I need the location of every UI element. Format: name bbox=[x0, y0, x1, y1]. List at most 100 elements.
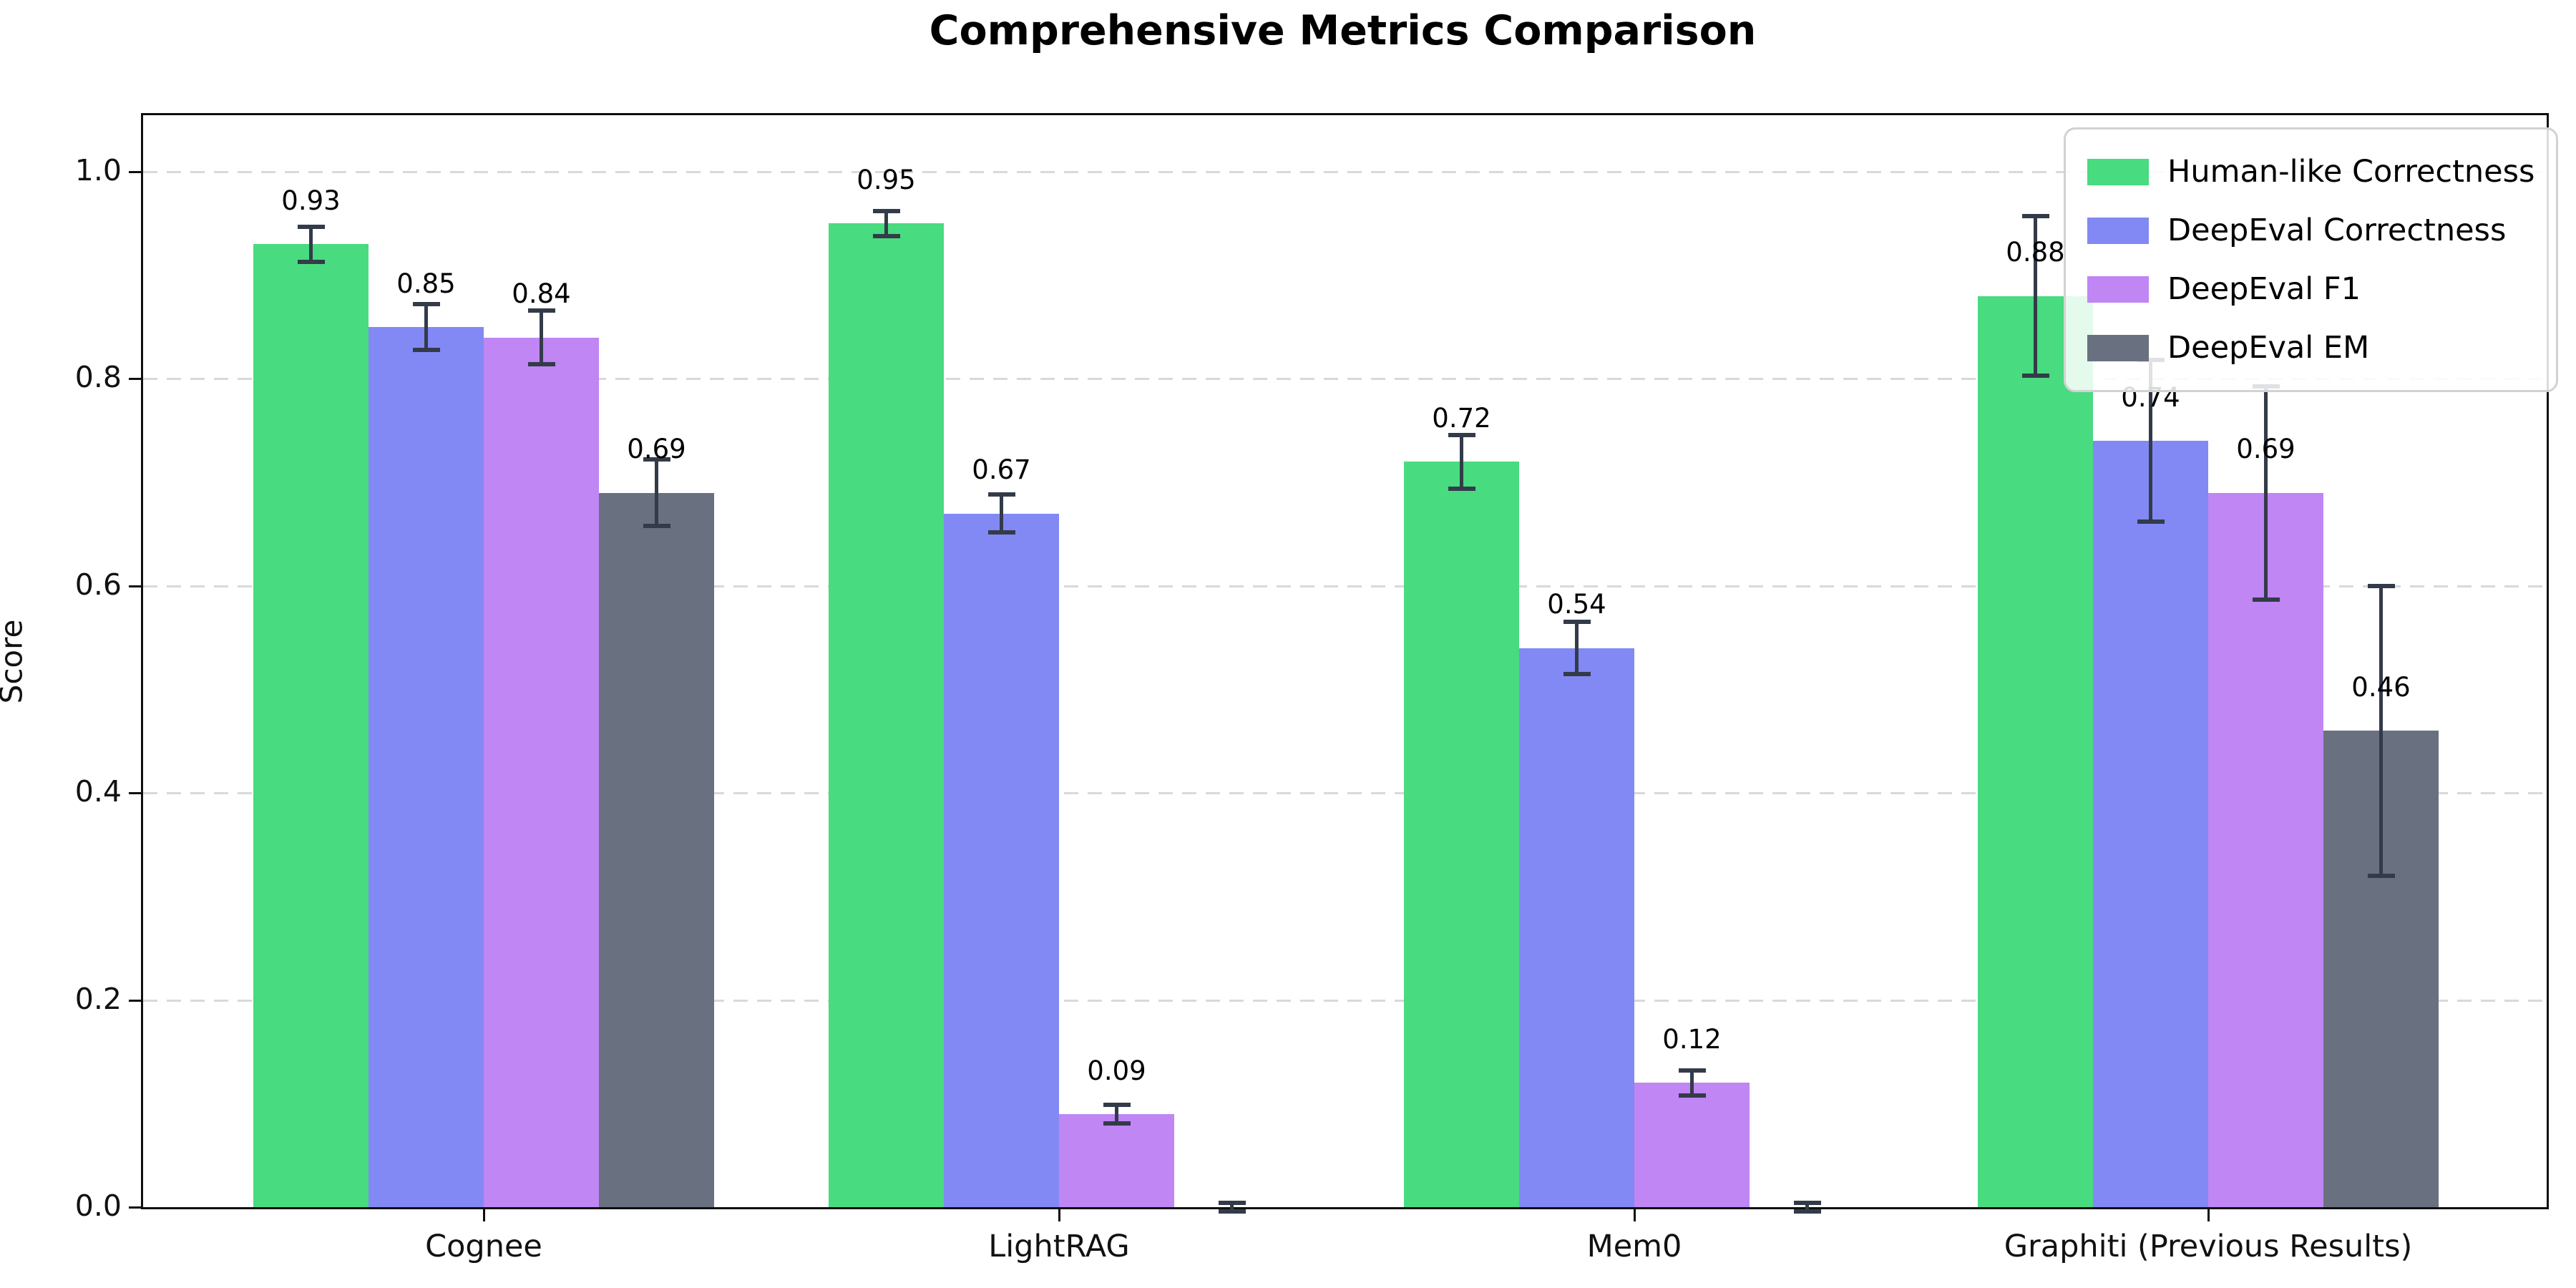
error-bar-cap bbox=[1563, 620, 1591, 625]
error-bar-cap bbox=[987, 492, 1015, 497]
legend-label: Human-like Correctness bbox=[2167, 154, 2535, 190]
legend-swatch-gray bbox=[2087, 334, 2149, 361]
bar-value-label: 0.85 bbox=[396, 268, 456, 299]
y-tick bbox=[129, 171, 143, 173]
bar-value-label: 0.69 bbox=[2236, 434, 2296, 465]
y-tick-label: 0.8 bbox=[74, 360, 122, 395]
y-tick-label: 0.2 bbox=[74, 981, 122, 1016]
error-bar bbox=[2264, 386, 2268, 600]
bar bbox=[484, 337, 599, 1207]
error-bar-cap bbox=[412, 302, 440, 307]
error-bar bbox=[424, 304, 428, 350]
bar bbox=[1978, 296, 2093, 1207]
bar bbox=[944, 513, 1059, 1207]
bar-value-label: 0.67 bbox=[972, 454, 1031, 486]
error-bar bbox=[2149, 360, 2152, 522]
error-bar bbox=[655, 459, 658, 526]
bar bbox=[1634, 1083, 1750, 1207]
error-bar-cap bbox=[1678, 1068, 1706, 1073]
x-tick bbox=[1058, 1207, 1060, 1221]
y-tick-label: 0.0 bbox=[74, 1189, 122, 1223]
bar bbox=[829, 223, 944, 1207]
legend-swatch-purple bbox=[2087, 275, 2149, 303]
chart-title: Comprehensive Metrics Comparison bbox=[929, 7, 1757, 54]
legend-item: DeepEval EM bbox=[2087, 318, 2534, 377]
error-bar-cap bbox=[2021, 374, 2049, 379]
error-bar-cap bbox=[1103, 1121, 1131, 1126]
error-bar-cap bbox=[1448, 486, 1475, 491]
bar bbox=[1404, 462, 1519, 1207]
bar-value-label: 0.95 bbox=[857, 165, 916, 196]
legend: Human-like Correctness DeepEval Correctn… bbox=[2064, 127, 2559, 392]
y-tick-label: 0.6 bbox=[74, 567, 122, 602]
y-tick-label: 1.0 bbox=[74, 153, 122, 187]
error-bar-cap bbox=[1218, 1201, 1246, 1206]
error-bar-cap bbox=[2252, 597, 2280, 602]
legend-label: DeepEval EM bbox=[2167, 330, 2370, 366]
error-bar-cap bbox=[412, 347, 440, 352]
bar-value-label: 0.88 bbox=[2006, 237, 2065, 268]
x-tick-label: Mem0 bbox=[1586, 1229, 1682, 1264]
x-tick bbox=[483, 1207, 485, 1221]
x-tick bbox=[1634, 1207, 1636, 1221]
error-bar bbox=[1575, 622, 1579, 674]
error-bar-cap bbox=[1448, 432, 1475, 437]
error-bar bbox=[1230, 1203, 1234, 1211]
legend-item: DeepEval F1 bbox=[2087, 260, 2534, 318]
bar-value-label: 0.12 bbox=[1662, 1024, 1722, 1055]
error-bar-cap bbox=[2367, 583, 2395, 588]
error-bar bbox=[1805, 1203, 1809, 1211]
gridline bbox=[143, 585, 2547, 587]
legend-item: DeepEval Correctness bbox=[2087, 201, 2534, 260]
bar-value-label: 0.72 bbox=[1432, 402, 1491, 434]
error-bar-cap bbox=[1103, 1102, 1131, 1107]
y-tick bbox=[129, 1206, 143, 1209]
x-tick-label: Graphiti (Previous Results) bbox=[2004, 1229, 2413, 1264]
gridline bbox=[143, 378, 2547, 381]
bar bbox=[2093, 441, 2208, 1207]
error-bar-cap bbox=[872, 233, 900, 238]
legend-swatch-blue bbox=[2087, 217, 2149, 244]
error-bar-cap bbox=[2021, 214, 2049, 219]
bar-value-label: 0.54 bbox=[1547, 589, 1606, 620]
bar bbox=[1519, 648, 1634, 1207]
x-tick bbox=[2207, 1207, 2210, 1221]
error-bar-cap bbox=[987, 530, 1015, 535]
gridline bbox=[143, 999, 2547, 1002]
bar-value-label: 0.93 bbox=[281, 185, 341, 217]
bar-value-label: 0.46 bbox=[2351, 672, 2411, 703]
y-tick-label: 0.4 bbox=[74, 774, 122, 809]
error-bar bbox=[540, 310, 543, 365]
y-tick bbox=[129, 792, 143, 795]
error-bar bbox=[1000, 494, 1003, 532]
error-bar bbox=[1690, 1070, 1694, 1096]
error-bar-cap bbox=[1793, 1209, 1821, 1214]
legend-swatch-green bbox=[2087, 158, 2149, 185]
error-bar-cap bbox=[643, 457, 670, 462]
error-bar-cap bbox=[527, 308, 555, 313]
error-bar bbox=[884, 210, 888, 236]
x-tick-label: LightRAG bbox=[988, 1229, 1130, 1264]
y-tick bbox=[129, 585, 143, 587]
legend-label: DeepEval Correctness bbox=[2167, 213, 2507, 248]
error-bar-cap bbox=[2137, 519, 2165, 525]
bar bbox=[2208, 492, 2323, 1207]
x-tick-label: Cognee bbox=[425, 1229, 542, 1264]
error-bar bbox=[309, 226, 313, 262]
error-bar-cap bbox=[1563, 671, 1591, 676]
error-bar bbox=[2034, 216, 2037, 376]
error-bar-cap bbox=[1218, 1209, 1246, 1214]
error-bar-cap bbox=[297, 224, 325, 229]
error-bar-cap bbox=[2367, 873, 2395, 878]
legend-label: DeepEval F1 bbox=[2167, 271, 2361, 307]
gridline bbox=[143, 792, 2547, 795]
bar-value-label: 0.84 bbox=[512, 278, 571, 310]
y-tick bbox=[129, 999, 143, 1002]
gridline bbox=[143, 171, 2547, 173]
error-bar-cap bbox=[1678, 1093, 1706, 1098]
bar bbox=[369, 327, 484, 1207]
bar bbox=[599, 492, 714, 1207]
bar-value-label: 0.69 bbox=[627, 434, 686, 465]
bar bbox=[1059, 1113, 1174, 1207]
error-bar-cap bbox=[872, 208, 900, 213]
